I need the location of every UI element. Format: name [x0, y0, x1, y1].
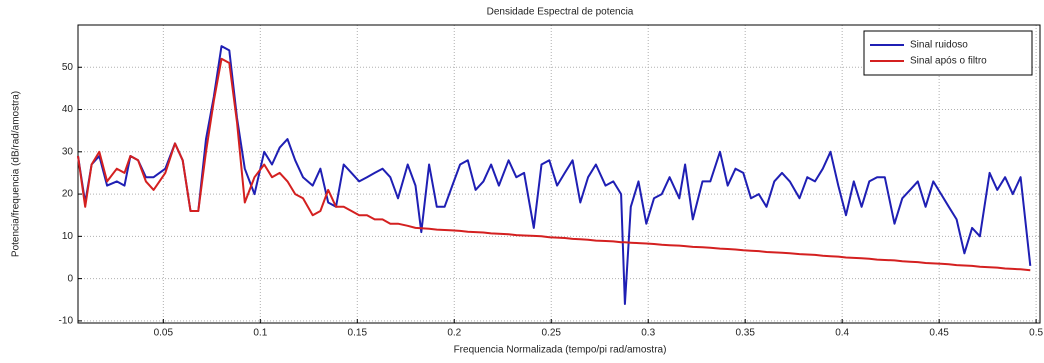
- x-tick-label: 0.15: [348, 328, 368, 339]
- x-tick-label: 0.2: [447, 328, 461, 339]
- plot-frame: [77, 24, 1041, 324]
- x-tick-label: 0.45: [929, 328, 949, 339]
- x-axis-label: Frequencia Normalizada (tempo/pi rad/amo…: [454, 345, 667, 356]
- x-tick-label: 0.1: [253, 328, 267, 339]
- y-axis-label: Potencia/frequencia (dB/rad/amostra): [11, 91, 22, 257]
- data-line: [77, 57, 1031, 272]
- legend-label: Sinal ruidoso: [910, 40, 968, 51]
- y-tick-label: -10: [59, 316, 74, 327]
- y-tick-label: 10: [62, 231, 74, 242]
- x-tick-label: 0.05: [154, 328, 174, 339]
- chart-title: Densidade Espectral de potencia: [487, 7, 634, 18]
- y-tick-label: 40: [62, 104, 74, 115]
- y-tick-label: 20: [62, 189, 74, 200]
- x-tick-label: 0.4: [835, 328, 849, 339]
- x-tick-label: 0.3: [641, 328, 655, 339]
- legend-label: Sinal após o filtro: [910, 56, 987, 67]
- x-tick-label: 0.5: [1029, 328, 1043, 339]
- y-tick-label: 30: [62, 146, 74, 157]
- legend-box: [863, 30, 1033, 76]
- y-tick-label: 0: [67, 273, 73, 284]
- x-tick-label: 0.35: [735, 328, 755, 339]
- y-tick-label: 50: [62, 62, 74, 73]
- x-tick-label: 0.25: [542, 328, 562, 339]
